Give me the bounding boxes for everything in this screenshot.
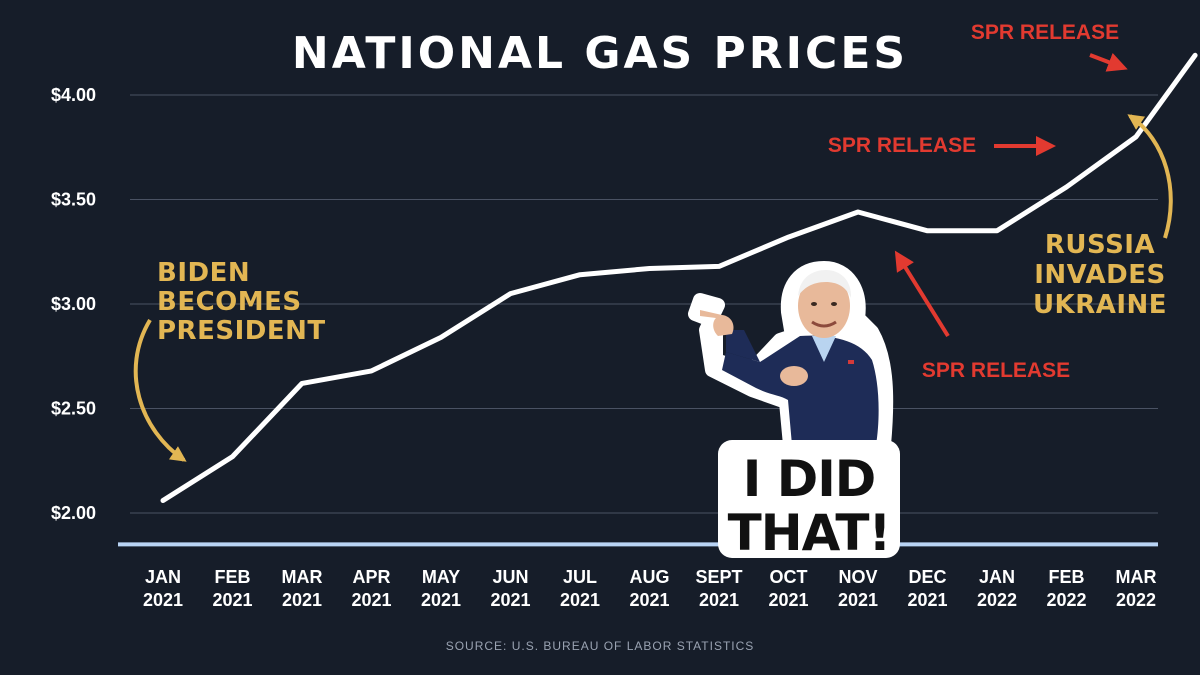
i-did-that-sticker: I DID THAT!: [688, 261, 900, 566]
spr-top-label: SPR RELEASE: [971, 21, 1119, 44]
x-tick-month: OCT: [770, 567, 808, 587]
x-tick-label: MAR 2022: [1116, 567, 1157, 610]
x-tick-month: MAR: [282, 567, 323, 587]
y-tick-label: $4.00: [51, 85, 96, 105]
x-tick-label: SEPT 2021: [695, 567, 742, 610]
x-tick-year: 2021: [629, 590, 669, 610]
biden-label-line-3: PRESIDENT: [157, 316, 326, 346]
y-tick-label: $2.50: [51, 399, 96, 419]
x-tick-label: AUG 2021: [629, 567, 669, 610]
y-axis-ticks: $2.00 $2.50 $3.00 $3.50 $4.00: [51, 85, 96, 523]
annotation-spr-top: SPR RELEASE: [971, 21, 1128, 72]
x-tick-year: 2021: [351, 590, 391, 610]
x-tick-month: NOV: [838, 567, 877, 587]
x-tick-year: 2021: [560, 590, 600, 610]
x-tick-month: MAR: [1116, 567, 1157, 587]
spr-low-arrow: [894, 250, 950, 338]
sticker-figure: [688, 261, 894, 452]
russia-label-line-3: UKRAINE: [1033, 290, 1167, 320]
x-tick-label: MAY 2021: [421, 567, 461, 610]
x-tick-month: FEB: [215, 567, 251, 587]
x-axis-ticks: JAN 2021 FEB 2021 MAR 2021 APR 2021 MAY 2021 JUN 20…: [143, 567, 1157, 610]
annotation-spr-mid: SPR RELEASE: [828, 134, 1056, 157]
series-line-gas-price: [160, 52, 1198, 503]
annotation-russia: RUSSIA INVADES UKRAINE: [1033, 114, 1173, 320]
x-tick-label: JAN 2021: [143, 567, 183, 610]
x-tick-label: APR 2021: [351, 567, 391, 610]
x-tick-month: JAN: [145, 567, 181, 587]
russia-label-line-1: RUSSIA: [1045, 230, 1155, 260]
x-tick-label: JAN 2022: [977, 567, 1017, 610]
x-tick-year: 2022: [977, 590, 1017, 610]
annotation-spr-low: SPR RELEASE: [894, 250, 1070, 382]
x-tick-year: 2021: [143, 590, 183, 610]
x-tick-year: 2021: [699, 590, 739, 610]
x-tick-label: FEB 2022: [1046, 567, 1086, 610]
y-tick-label: $3.00: [51, 294, 96, 314]
x-tick-label: JUN 2021: [490, 567, 530, 610]
sticker-text-backdrop: [718, 440, 900, 558]
x-tick-label: JUL 2021: [560, 567, 600, 610]
biden-curved-arrow: [133, 318, 187, 462]
y-tick-label: $3.50: [51, 190, 96, 210]
russia-label-line-2: INVADES: [1034, 260, 1165, 290]
spr-top-arrow: [1089, 52, 1128, 72]
x-tick-label: DEC 2021: [907, 567, 947, 610]
x-tick-label: OCT 2021: [768, 567, 808, 610]
sticker-text-line-1: I DID: [743, 450, 876, 508]
grid-layer: [130, 94, 1158, 514]
spr-low-label: SPR RELEASE: [922, 359, 1070, 382]
russia-curved-arrow: [1127, 114, 1173, 239]
y-tick-label: $2.00: [51, 503, 96, 523]
x-tick-month: SEPT: [695, 567, 742, 587]
chart-title: NATIONAL GAS PRICES: [292, 28, 908, 79]
x-tick-label: MAR 2021: [282, 567, 323, 610]
x-tick-year: 2021: [838, 590, 878, 610]
x-tick-month: AUG: [630, 567, 670, 587]
biden-label-line-2: BECOMES: [157, 287, 302, 317]
x-tick-year: 2022: [1046, 590, 1086, 610]
x-tick-month: JUN: [492, 567, 528, 587]
x-tick-year: 2021: [490, 590, 530, 610]
x-tick-month: APR: [352, 567, 390, 587]
x-tick-year: 2021: [907, 590, 947, 610]
x-tick-month: MAY: [422, 567, 460, 587]
x-tick-label: NOV 2021: [838, 567, 878, 610]
x-tick-month: DEC: [908, 567, 946, 587]
annotation-biden: BIDEN BECOMES PRESIDENT: [133, 258, 326, 462]
x-tick-year: 2021: [768, 590, 808, 610]
x-tick-year: 2021: [421, 590, 461, 610]
x-tick-year: 2022: [1116, 590, 1156, 610]
x-tick-month: JUL: [563, 567, 597, 587]
x-tick-year: 2021: [212, 590, 252, 610]
x-tick-month: FEB: [1049, 567, 1085, 587]
sticker-text-line-2: THAT!: [728, 504, 891, 562]
x-tick-label: FEB 2021: [212, 567, 252, 610]
biden-label-line-1: BIDEN: [157, 258, 250, 288]
chart-source: SOURCE: U.S. BUREAU OF LABOR STATISTICS: [446, 639, 755, 653]
spr-mid-label: SPR RELEASE: [828, 134, 976, 157]
x-tick-month: JAN: [979, 567, 1015, 587]
x-tick-year: 2021: [282, 590, 322, 610]
